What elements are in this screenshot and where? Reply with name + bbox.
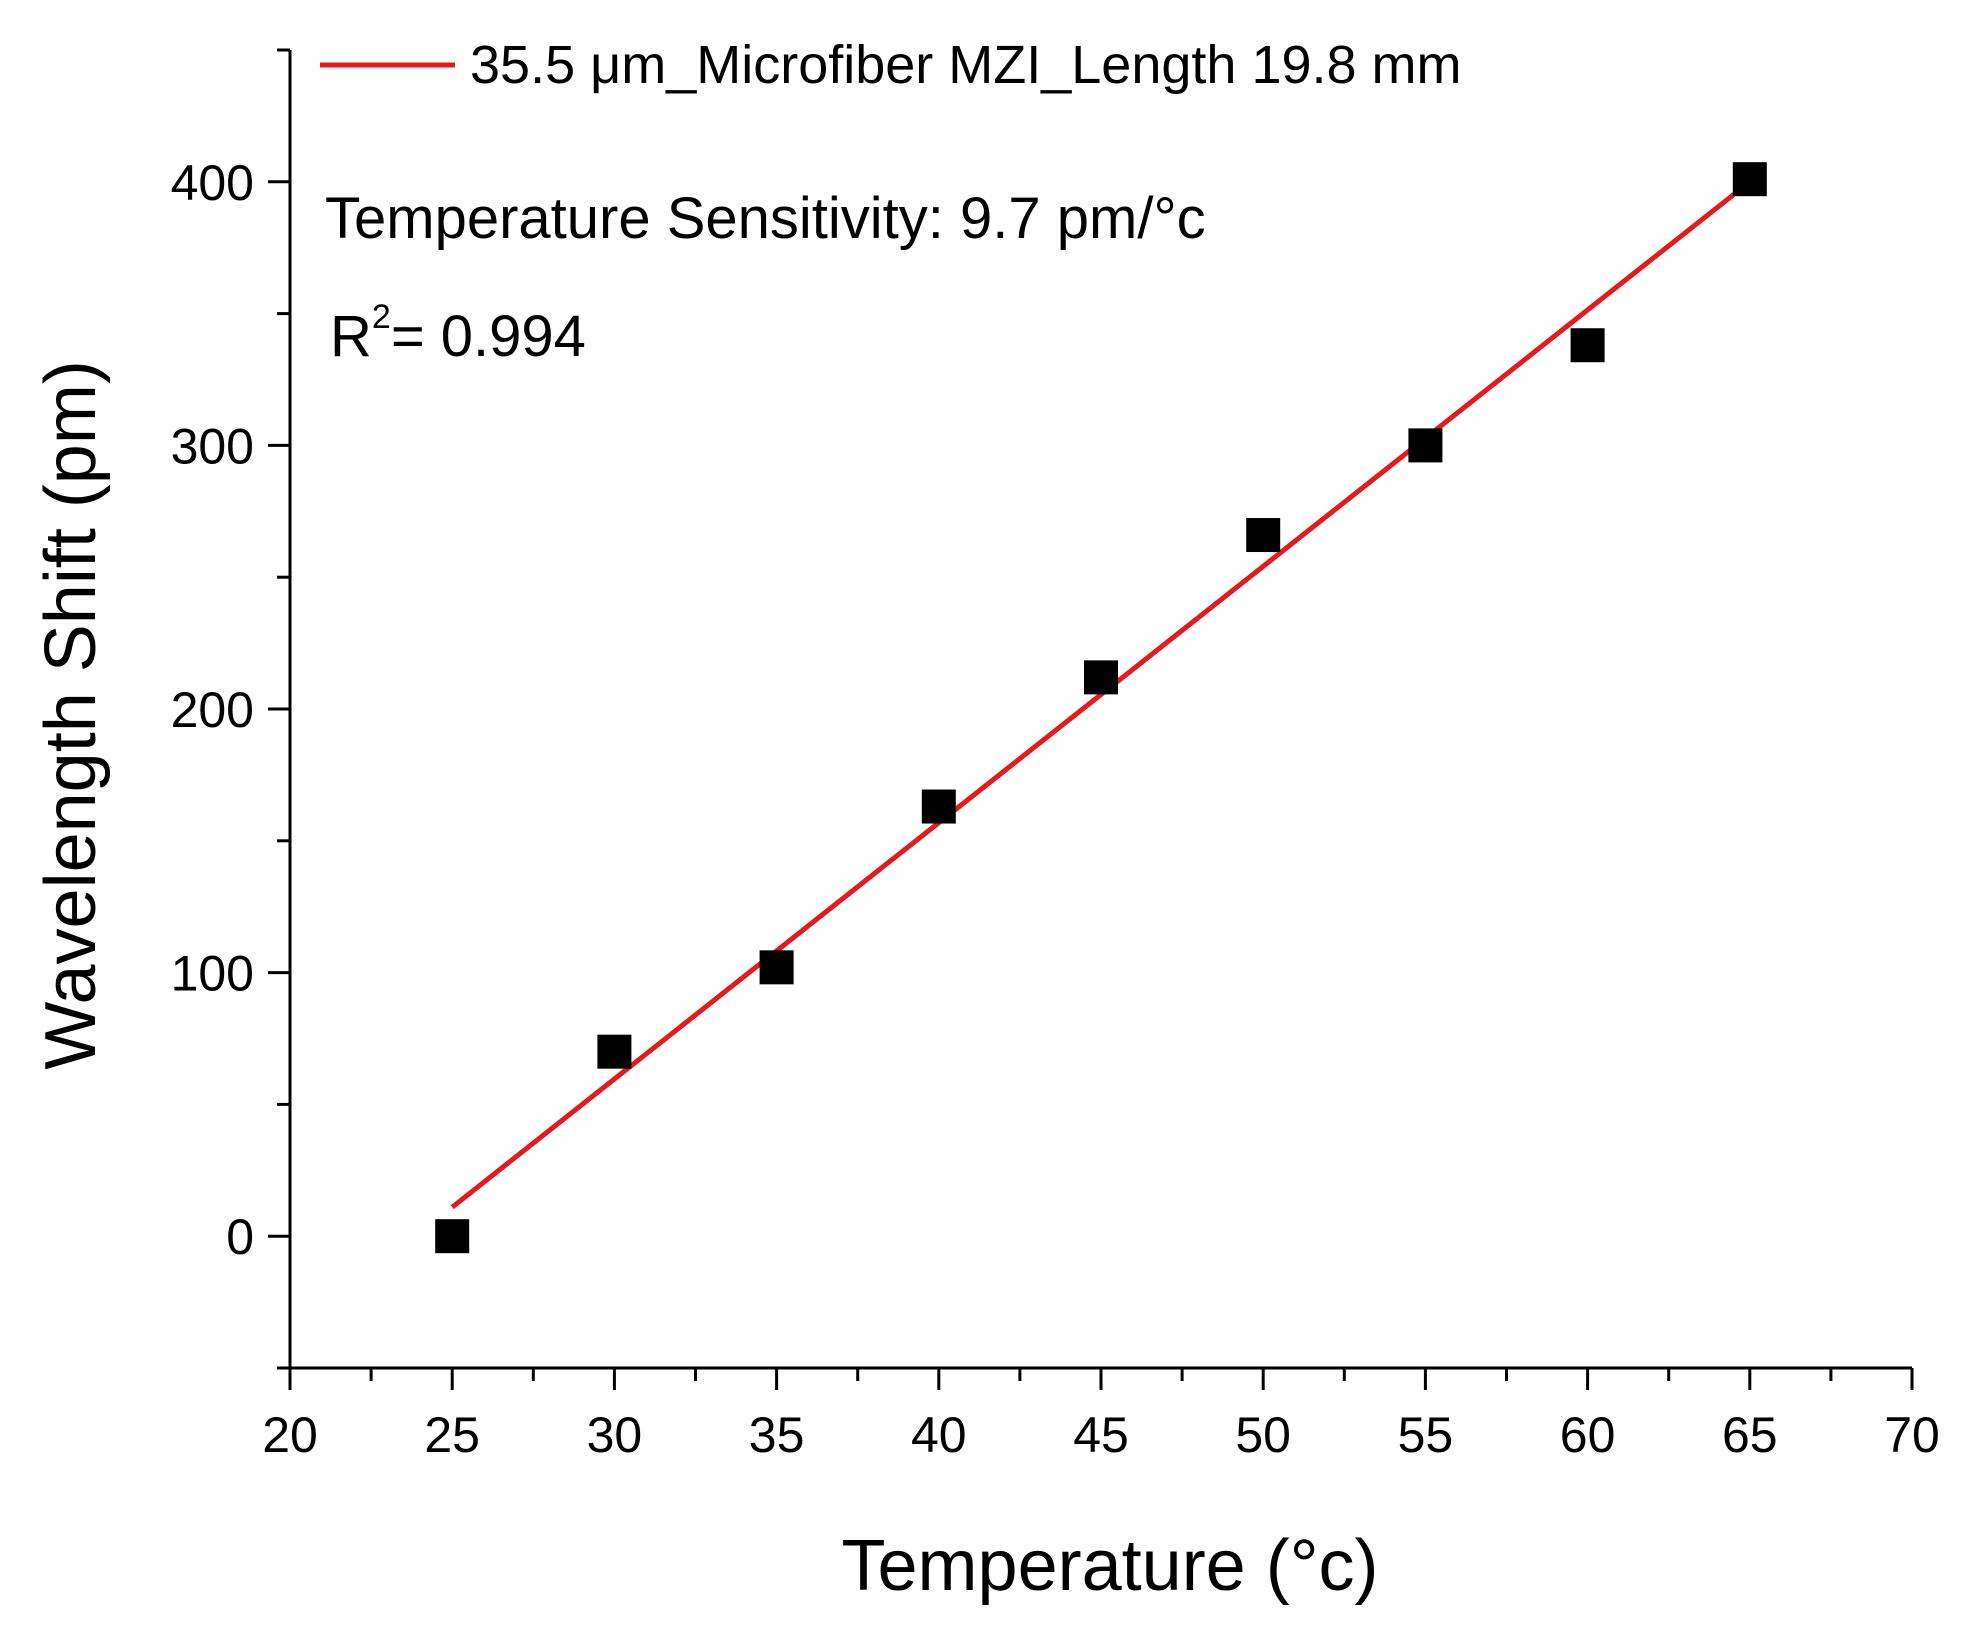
legend: 35.5 μm_Microfiber MZI_Length 19.8 mm	[320, 35, 1462, 95]
data-point	[1732, 162, 1767, 197]
x-tick-label: 45	[1073, 1407, 1129, 1463]
x-tick-label: 65	[1722, 1407, 1778, 1463]
x-tick-label: 25	[424, 1407, 480, 1463]
x-ticks: 20 25 30 35 40 45 50 55 60 65 70	[262, 1368, 1940, 1463]
r2-annotation: R2= 0.994	[330, 298, 586, 369]
x-tick-label: 55	[1398, 1407, 1454, 1463]
data-point	[435, 1219, 470, 1254]
y-tick-label: 400	[171, 155, 254, 211]
x-tick-label: 20	[262, 1407, 318, 1463]
legend-label: 35.5 μm_Microfiber MZI_Length 19.8 mm	[470, 35, 1462, 95]
x-tick-label: 60	[1560, 1407, 1616, 1463]
data-point	[1246, 518, 1281, 553]
r2-superscript: 2	[372, 298, 391, 336]
y-tick-label: 300	[171, 418, 254, 474]
sensitivity-annotation: Temperature Sensitivity: 9.7 pm/°c	[325, 186, 1206, 251]
x-tick-label: 50	[1235, 1407, 1291, 1463]
data-point	[1408, 428, 1443, 463]
y-tick-label: 0	[226, 1209, 254, 1265]
r2-value: = 0.994	[391, 304, 586, 369]
data-point	[759, 950, 794, 985]
data-point	[921, 789, 956, 824]
x-tick-label: 40	[911, 1407, 967, 1463]
data-point	[1570, 328, 1605, 363]
y-ticks: 0 100 200 300 400	[171, 48, 290, 1370]
data-point	[597, 1034, 632, 1069]
x-tick-label: 35	[749, 1407, 805, 1463]
x-axis-title: Temperature (°c)	[842, 1526, 1379, 1606]
x-tick-label: 70	[1884, 1407, 1940, 1463]
fit-line	[450, 179, 1752, 1210]
x-tick-label: 30	[587, 1407, 643, 1463]
data-points	[435, 162, 1767, 1254]
r2-prefix: R	[330, 304, 372, 369]
y-tick-label: 200	[171, 682, 254, 738]
y-tick-label: 100	[171, 946, 254, 1002]
y-axis-title: Wavelength Shift (pm)	[31, 360, 111, 1070]
data-point	[1084, 660, 1118, 695]
